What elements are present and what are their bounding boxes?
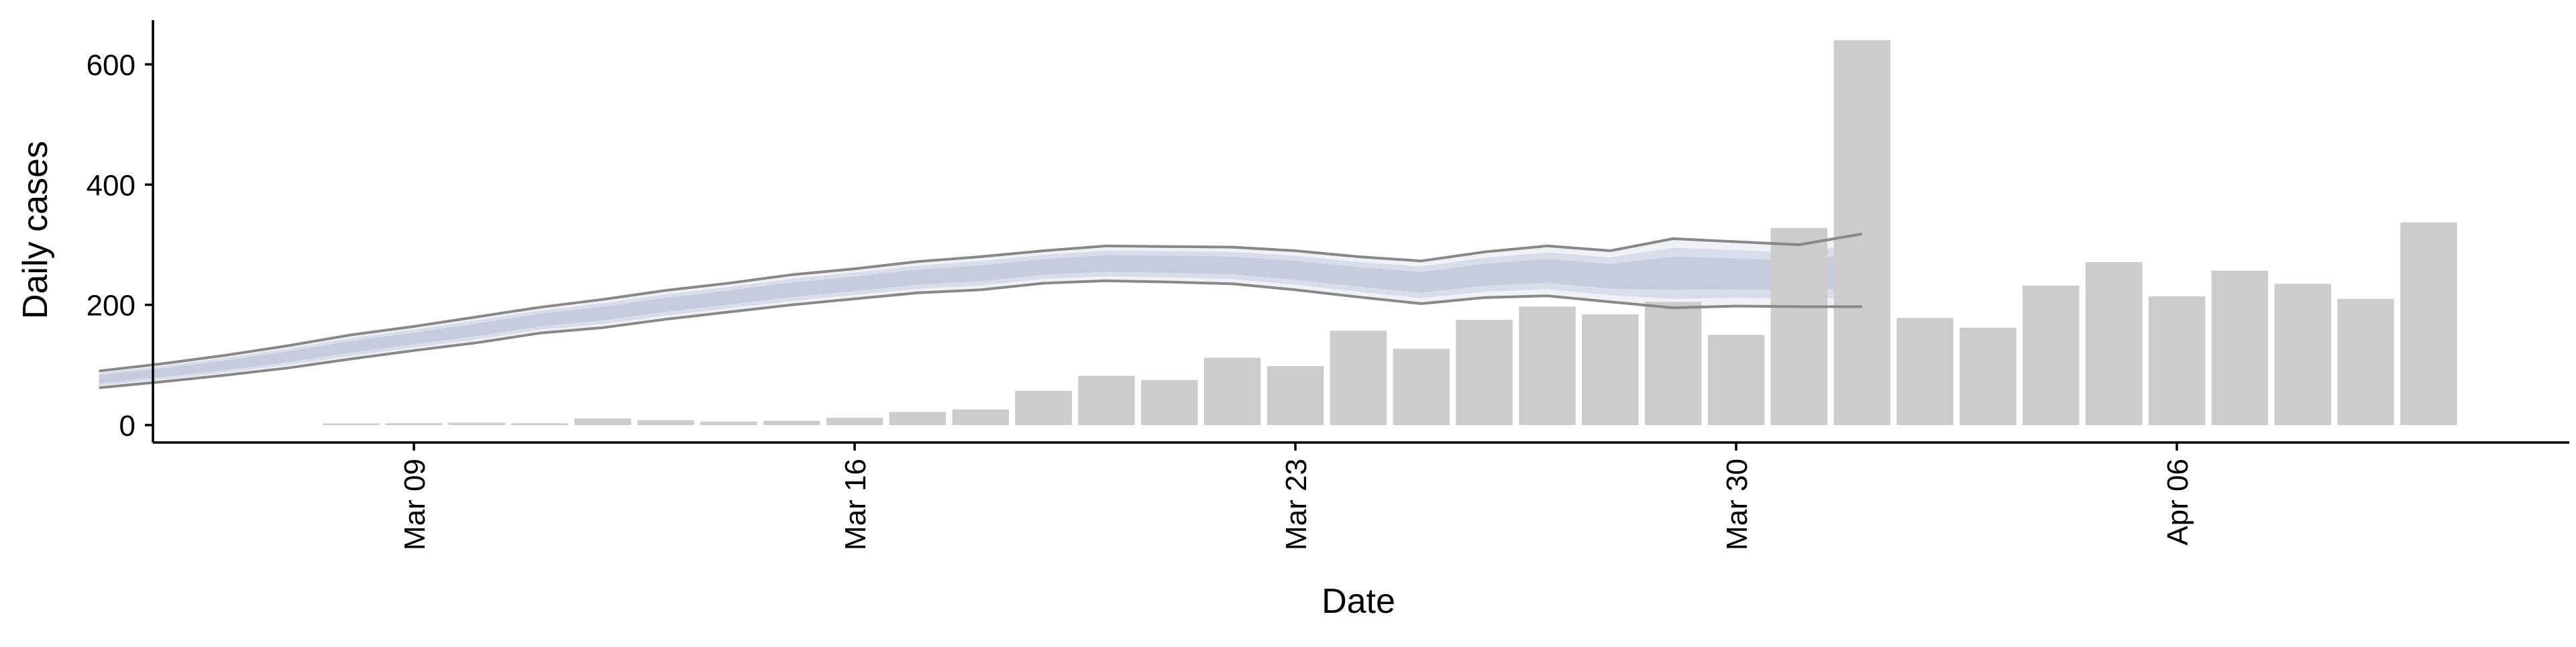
bar (511, 423, 568, 425)
x-tick-label: Mar 30 (1721, 459, 1754, 550)
nowcast-lower-line (99, 279, 1862, 390)
bar (1707, 335, 1765, 425)
bar (1141, 379, 1198, 426)
bar (1203, 357, 1261, 425)
bar (2023, 286, 2080, 425)
nowcast-upper-line (99, 232, 1863, 373)
bar (763, 420, 820, 425)
bar (2085, 262, 2143, 425)
bar (1267, 366, 1324, 425)
bar (2148, 296, 2206, 425)
x-axis-title: Date (1322, 582, 1395, 621)
bar (1519, 306, 1576, 425)
bar (889, 412, 947, 425)
x-tick-label: Mar 23 (1280, 459, 1313, 550)
bar (1456, 320, 1513, 425)
bar (1896, 318, 1953, 425)
bar (385, 423, 443, 425)
bar (1582, 314, 1639, 425)
bar (1770, 227, 1828, 425)
x-tick-label: Apr 06 (2161, 459, 2194, 546)
bar (448, 422, 506, 425)
y-tick-label: 400 (87, 169, 136, 202)
ticks-layer: 0 200 400 600 Mar 09 Mar 16 Mar 23 Mar 30 Apr 06 (87, 49, 2194, 550)
bar (1078, 375, 1135, 425)
bar (574, 418, 631, 425)
bar (2211, 270, 2269, 425)
bar (952, 409, 1009, 425)
bar (322, 423, 380, 425)
bar (2337, 298, 2394, 425)
y-tick-label: 200 (87, 290, 136, 322)
bar (826, 418, 883, 425)
bar (1330, 331, 1387, 425)
bar (1393, 349, 1450, 425)
nowcast-band-layer (99, 233, 1862, 388)
bar (637, 420, 694, 425)
axes-layer (152, 20, 2569, 444)
bar (700, 421, 757, 425)
y-axis-title: Daily cases (16, 141, 55, 319)
bar (1015, 390, 1072, 425)
x-tick-label: Mar 09 (398, 459, 431, 550)
bar (2400, 222, 2457, 425)
y-tick-label: 0 (119, 410, 136, 443)
bar (1644, 302, 1702, 425)
bar (1960, 327, 2017, 425)
x-tick-label: Mar 16 (839, 459, 872, 550)
y-tick-label: 600 (87, 49, 136, 82)
bars-layer (322, 40, 2457, 426)
bar (1833, 40, 1890, 426)
nowcast-lines-layer (99, 232, 1863, 390)
bar (2274, 284, 2331, 425)
nowcast-band-3 (99, 253, 1862, 384)
